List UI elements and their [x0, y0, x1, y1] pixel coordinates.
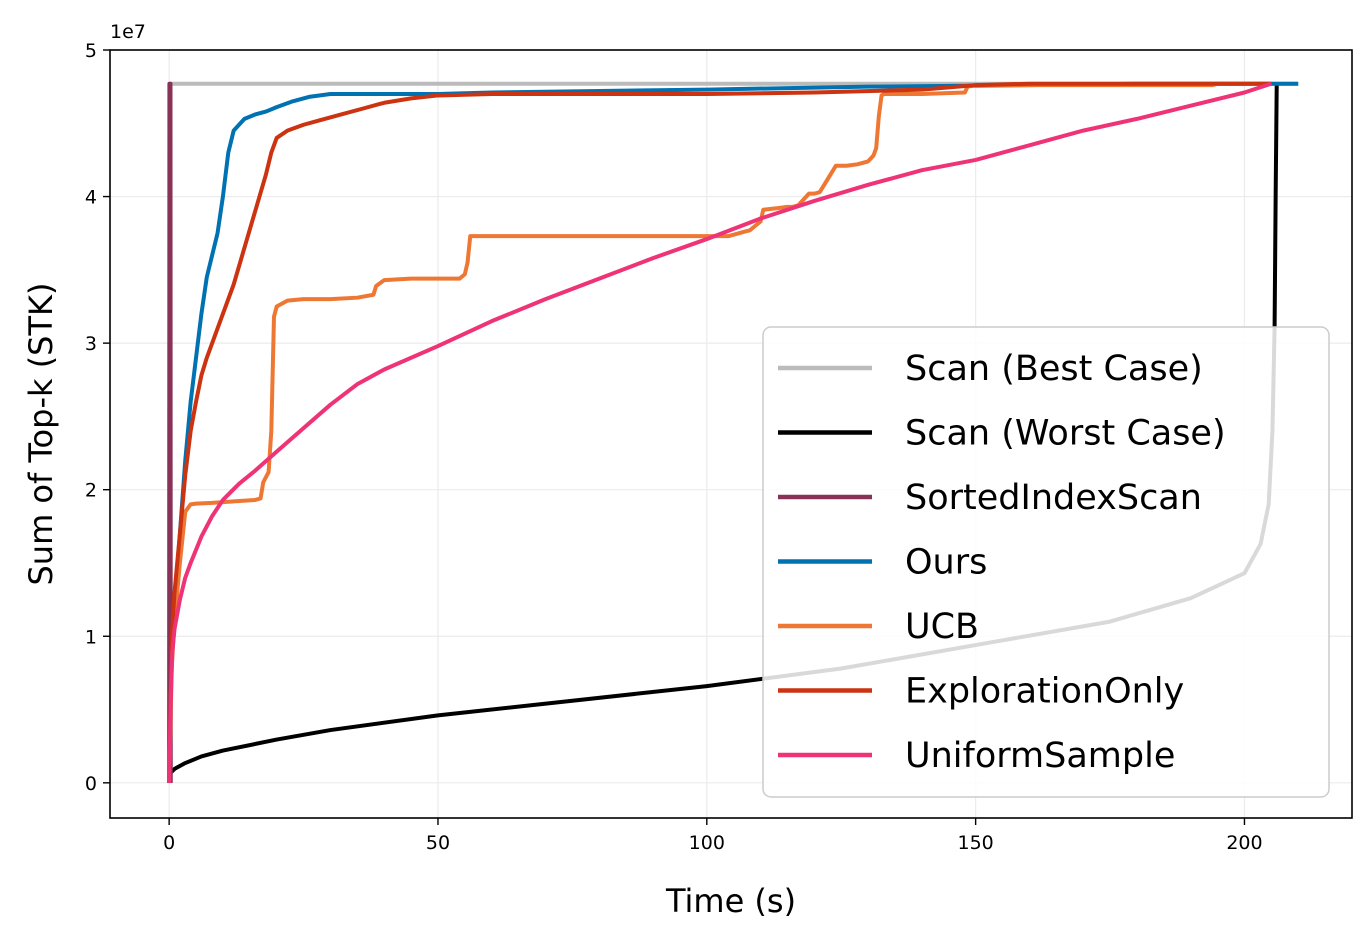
- x-tick-label: 0: [163, 832, 175, 854]
- series-line-sortedindexscan: [167, 81, 173, 783]
- x-tick-label: 100: [689, 832, 725, 854]
- x-tick-label: 50: [426, 832, 450, 854]
- y-tick-label: 3: [85, 333, 97, 355]
- x-axis-title: Time (s): [665, 882, 796, 920]
- series-line-uniformsample: [167, 81, 1272, 783]
- legend-label: Ours: [905, 543, 987, 583]
- legend-label: ExplorationOnly: [905, 672, 1184, 712]
- series-line-ucb: [167, 81, 1272, 783]
- legend-label: UCB: [905, 607, 979, 647]
- legend-box: [762, 326, 1330, 798]
- y-tick-label: 4: [85, 187, 97, 209]
- y-tick-label: 5: [85, 40, 97, 62]
- x-tick-label: 200: [1226, 832, 1262, 854]
- y-tick-label: 0: [85, 773, 97, 795]
- y-tick-label: 1: [85, 626, 97, 648]
- axis-ticks: 0 50 100 150 200 0 1 2 3 4 5: [85, 40, 1263, 854]
- series-line-explorationonly: [167, 81, 1272, 783]
- x-tick-label: 150: [958, 832, 994, 854]
- legend: Scan (Best Case) Scan (Worst Case) SortedI…: [762, 326, 1330, 798]
- plot-frame: [109, 49, 1353, 819]
- legend-label: SortedIndexScan: [905, 478, 1202, 518]
- series-line-ours: [167, 81, 1299, 783]
- y-tick-label: 2: [85, 480, 97, 502]
- legend-label: UniformSample: [905, 736, 1175, 776]
- y-offset-label: 1e7: [110, 21, 146, 43]
- legend-label: Scan (Worst Case): [905, 414, 1226, 454]
- y-axis-title: Sum of Top-k (STK): [22, 282, 60, 585]
- legend-label: Scan (Best Case): [905, 349, 1203, 389]
